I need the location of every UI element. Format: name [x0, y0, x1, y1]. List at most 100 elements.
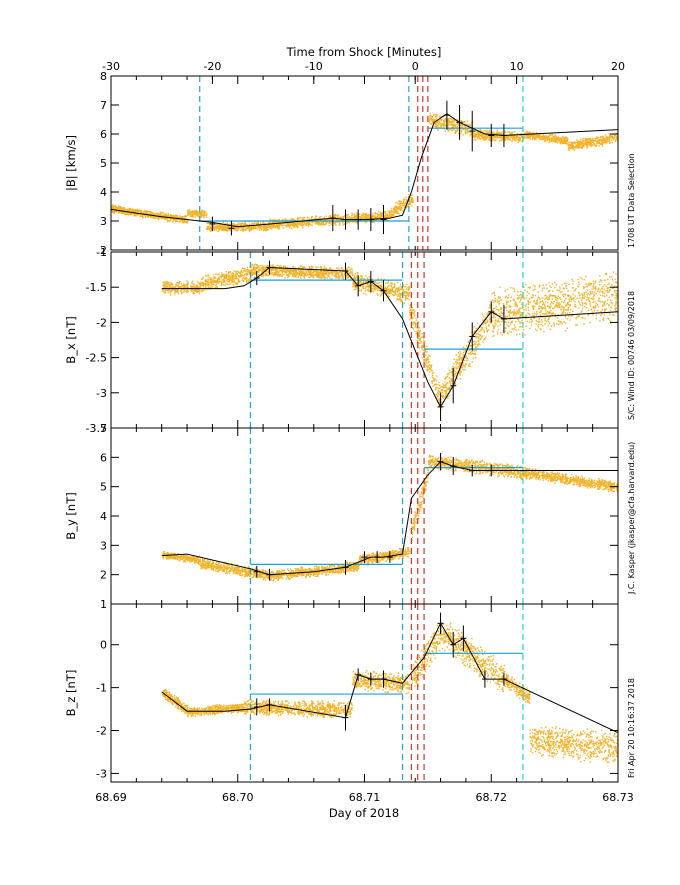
scatter-point [311, 224, 312, 225]
scatter-point [317, 277, 318, 278]
scatter-point [552, 139, 553, 140]
scatter-point [226, 226, 227, 227]
scatter-point [292, 275, 293, 276]
scatter-point [263, 269, 264, 270]
scatter-point [555, 140, 556, 141]
scatter-point [448, 130, 449, 131]
scatter-point [396, 202, 397, 203]
scatter-point [494, 133, 495, 134]
scatter-point [208, 279, 209, 280]
scatter-point [279, 270, 280, 271]
scatter-point [219, 227, 220, 228]
scatter-point [469, 124, 470, 125]
scatter-point [245, 223, 246, 224]
scatter-point [611, 135, 612, 136]
scatter-point [186, 280, 187, 281]
scatter-point [532, 139, 533, 140]
scatter-point [243, 277, 244, 278]
scatter-point [207, 223, 208, 224]
scatter-point [339, 272, 340, 273]
scatter-point [263, 275, 264, 276]
scatter-point [176, 282, 177, 283]
scatter-point [320, 224, 321, 225]
scatter-point [589, 138, 590, 139]
scatter-point [538, 137, 539, 138]
scatter-point [385, 216, 386, 217]
scatter-point [254, 270, 255, 271]
scatter-point [300, 277, 301, 278]
scatter-point [195, 291, 196, 292]
scatter-point [448, 123, 449, 124]
scatter-point [192, 283, 193, 284]
scatter-point [454, 125, 455, 126]
scatter-point [403, 205, 404, 206]
scatter-point [387, 214, 388, 215]
scatter-point [259, 230, 260, 231]
scatter-point [429, 122, 430, 123]
scatter-point [234, 278, 235, 279]
scatter-point [201, 279, 202, 280]
scatter-point [565, 143, 566, 144]
y-tick-label: 5 [100, 157, 107, 170]
scatter-point [461, 130, 462, 131]
scatter-point [477, 132, 478, 133]
scatter-point [475, 139, 476, 140]
scatter-point [485, 130, 486, 131]
scatter-point [343, 216, 344, 217]
scatter-point [408, 194, 409, 195]
scatter-point [164, 282, 165, 283]
scatter-point [596, 137, 597, 138]
scatter-point [219, 281, 220, 282]
scatter-point [167, 215, 168, 216]
scatter-point [326, 219, 327, 220]
scatter-point [238, 280, 239, 281]
scatter-point [309, 271, 310, 272]
scatter-point [315, 271, 316, 272]
scatter-point [340, 217, 341, 218]
scatter-point [342, 269, 343, 270]
scatter-point [226, 275, 227, 276]
scatter-point [589, 145, 590, 146]
scatter-point [167, 221, 168, 222]
scatter-point [267, 229, 268, 230]
scatter-point [577, 143, 578, 144]
scatter-point [562, 136, 563, 137]
scatter-point [129, 213, 130, 214]
scatter-point [199, 293, 200, 294]
scatter-point [168, 221, 169, 222]
scatter-point [465, 132, 466, 133]
scatter-point [296, 219, 297, 220]
scatter-point [312, 216, 313, 217]
scatter-point [309, 273, 310, 274]
scatter-point [455, 133, 456, 134]
scatter-point [232, 281, 233, 282]
scatter-point [224, 277, 225, 278]
scatter-point [257, 222, 258, 223]
scatter-point [191, 291, 192, 292]
scatter-point [307, 217, 308, 218]
scatter-point [170, 294, 171, 295]
scatter-point [246, 269, 247, 270]
scatter-point [535, 136, 536, 137]
scatter-point [553, 140, 554, 141]
scatter-point [167, 282, 168, 283]
scatter-point [200, 285, 201, 286]
scatter-point [234, 275, 235, 276]
scatter-point [224, 285, 225, 286]
scatter-point [330, 267, 331, 268]
scatter-point [518, 142, 519, 143]
scatter-point [480, 135, 481, 136]
scatter-point [228, 271, 229, 272]
scatter-point [599, 143, 600, 144]
scatter-point [338, 269, 339, 270]
scatter-point [578, 141, 579, 142]
scatter-point [355, 289, 356, 290]
scatter-point [445, 118, 446, 119]
scatter-point [342, 277, 343, 278]
scatter-point [354, 214, 355, 215]
scatter-point [336, 276, 337, 277]
scatter-point [217, 282, 218, 283]
scatter-point [328, 222, 329, 223]
scatter-point [187, 290, 188, 291]
scatter-point [240, 274, 241, 275]
